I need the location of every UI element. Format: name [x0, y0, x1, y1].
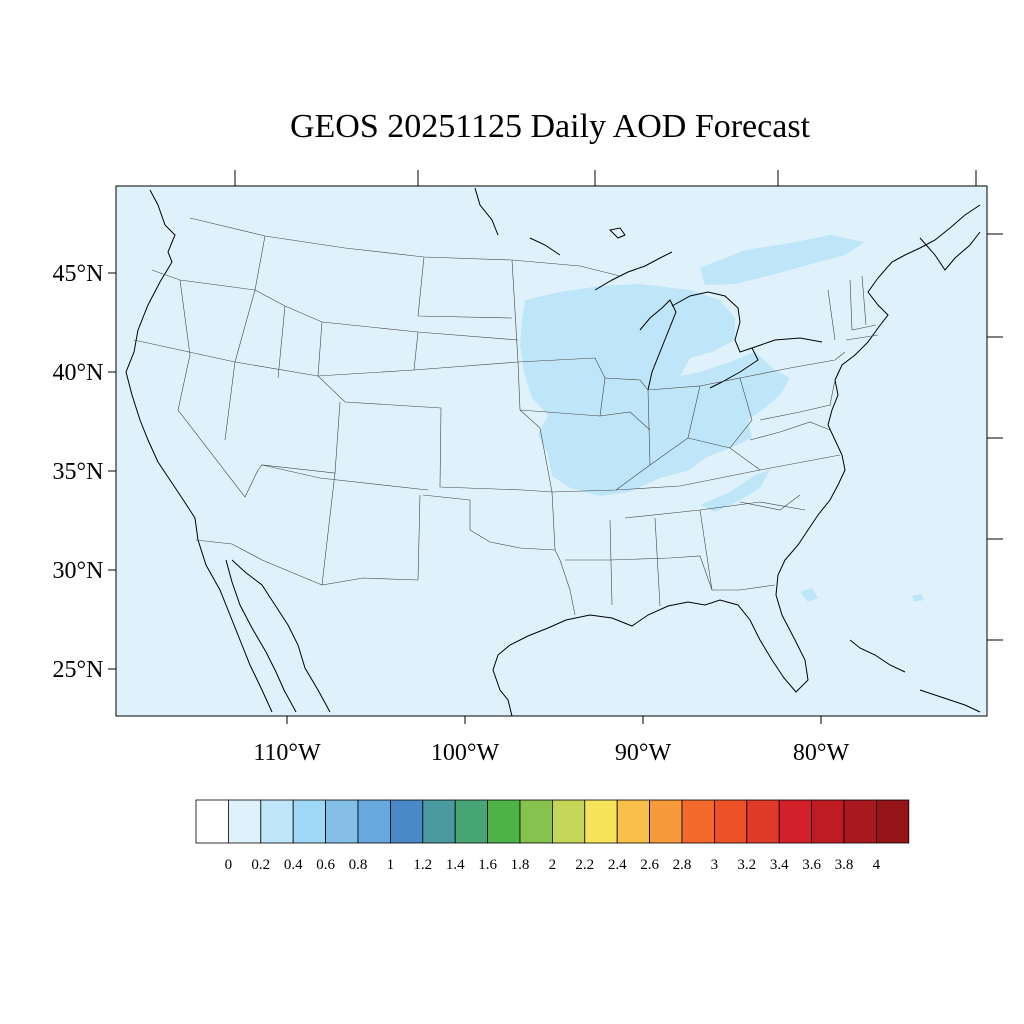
lat-label-45n: 45°N — [53, 261, 104, 287]
colorbar-box-10 — [519, 799, 553, 844]
colorbar-label-20: 4 — [873, 857, 881, 873]
lat-label-35n: 35°N — [53, 459, 104, 485]
colorbar-label-2: 0.4 — [284, 857, 303, 873]
colorbar-label-5: 1 — [387, 857, 395, 873]
map-title: GEOS 20251125 Daily AOD Forecast — [289, 108, 811, 145]
lon-label-110w: 110°W — [253, 740, 321, 766]
colorbar-box-16 — [714, 799, 748, 844]
colorbar-label-19: 3.8 — [835, 857, 854, 873]
colorbar-box-20 — [843, 799, 877, 844]
colorbar-label-17: 3.4 — [770, 857, 789, 873]
lat-label-25n: 25°N — [53, 657, 104, 683]
colorbar-label-0: 0 — [225, 857, 233, 873]
colorbar-box-9 — [487, 799, 521, 844]
colorbar-label-13: 2.6 — [640, 857, 659, 873]
state-boundaries — [133, 217, 879, 616]
colorbar-label-4: 0.8 — [349, 857, 368, 873]
colorbar-box-8 — [454, 799, 489, 844]
colorbar-label-6: 1.2 — [413, 857, 432, 873]
colorbar-label-8: 1.6 — [478, 857, 497, 873]
colorbar-box-19 — [811, 799, 845, 844]
colorbar-box-3 — [292, 799, 327, 844]
lon-label-90w: 90°W — [615, 740, 672, 766]
colorbar-label-7: 1.4 — [446, 857, 465, 873]
colorbar-label-3: 0.6 — [316, 857, 335, 873]
coastlines — [125, 187, 981, 716]
colorbar-label-1: 0.2 — [251, 857, 270, 873]
colorbar-box-13 — [616, 799, 651, 844]
map-frame — [115, 185, 988, 717]
colorbar-box-14 — [649, 799, 683, 844]
colorbar-box-15 — [681, 799, 715, 844]
aod-enhanced-regions — [520, 235, 924, 602]
map-ticks — [108, 170, 1003, 724]
colorbar-box-17 — [746, 799, 780, 844]
lat-label-30n: 30°N — [53, 558, 104, 584]
colorbar-box-5 — [357, 799, 391, 844]
colorbar-box-1 — [227, 799, 262, 844]
colorbar-label-16: 3.2 — [737, 857, 756, 873]
lon-label-100w: 100°W — [431, 740, 500, 766]
lon-label-80w: 80°W — [793, 740, 850, 766]
colorbar-box-6 — [389, 799, 424, 844]
colorbar-box-7 — [422, 799, 456, 844]
colorbar-box-4 — [325, 799, 359, 844]
colorbar: 0 0.2 0.4 0.6 0.8 1 1.2 1.4 1.6 1.8 2 2.2 2.4 2.6 2.8 3… — [195, 799, 910, 873]
colorbar-label-9: 1.8 — [511, 857, 530, 873]
colorbar-box-11 — [552, 799, 586, 844]
colorbar-label-11: 2.2 — [575, 857, 594, 873]
colorbar-label-18: 3.6 — [802, 857, 821, 873]
colorbar-label-15: 3 — [711, 857, 719, 873]
colorbar-label-14: 2.8 — [673, 857, 692, 873]
colorbar-box-21 — [876, 799, 910, 844]
colorbar-box-18 — [778, 799, 813, 844]
map-panel: 45°N 40°N 35°N 30°N 25°N 110°W 100°W 90°… — [53, 170, 1003, 766]
colorbar-label-10: 2 — [549, 857, 557, 873]
colorbar-box-0 — [195, 799, 229, 844]
lat-label-40n: 40°N — [53, 360, 104, 386]
colorbar-label-12: 2.4 — [608, 857, 627, 873]
colorbar-box-2 — [260, 799, 294, 844]
colorbar-box-12 — [584, 799, 618, 844]
